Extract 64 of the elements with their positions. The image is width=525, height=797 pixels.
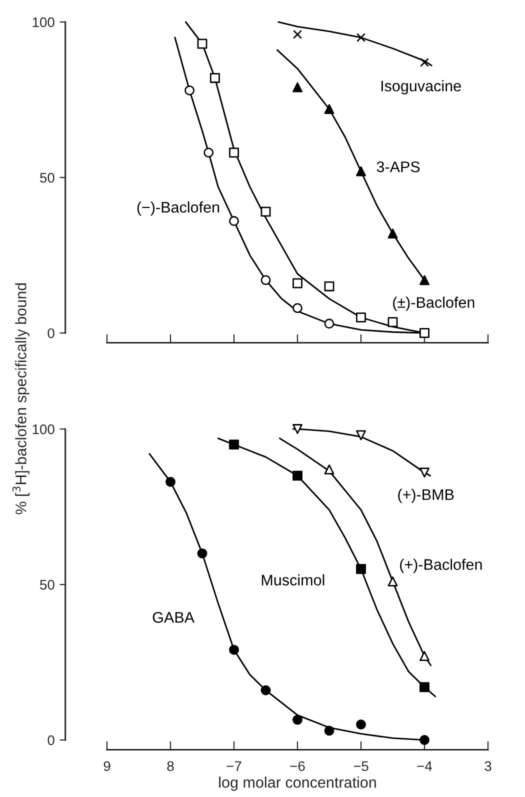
point [356,430,366,440]
point [420,682,430,692]
y-axis-title: % [$^{3}$H]-baclofen specifically bound [12,283,30,514]
point [292,278,302,288]
point [292,714,302,725]
line-series [278,21,432,66]
point [420,468,430,478]
point [292,470,302,481]
x-tick-label: 8 [167,761,174,772]
point [388,228,398,238]
point [292,30,302,39]
point [292,424,302,434]
y-tick-label: 100 [32,424,54,434]
point [356,33,366,42]
point [292,82,302,92]
point [356,312,366,322]
x-tick-label: −5 [354,761,368,772]
point [388,576,398,586]
series-label: 3-APS [376,161,420,172]
point [197,38,208,49]
point [260,206,271,217]
x-tick-label: −6 [290,761,305,772]
point [229,216,239,226]
point [324,281,334,292]
point [260,685,271,696]
y-tick-label: 100 [32,17,54,28]
text: Muscimol [262,574,324,586]
point [197,548,208,558]
point [388,317,398,328]
point [204,148,214,158]
point [324,318,334,329]
series-label: (±)-Baclofen [393,296,474,311]
text: GABA [152,612,195,623]
point [184,85,195,96]
point [420,328,430,338]
point [324,726,334,736]
point [356,166,366,176]
y-tick-label: 0 [48,735,54,746]
x-tick-label: 9 [104,761,110,772]
x-tick-label: −4 [417,761,432,771]
point [356,719,366,730]
point [166,476,176,487]
point [210,73,220,83]
x-tick-label: −7 [226,761,242,771]
series-label: (+)-BMB [398,488,454,503]
point [229,644,239,655]
point [420,651,430,662]
point [420,735,430,745]
y-tick-label: 50 [40,580,54,590]
point [229,148,239,158]
point [260,275,271,286]
point [229,440,239,450]
x-tick-label: 3 [484,761,492,772]
series-label: (+)-Baclofen [400,558,482,573]
series-label: Isoguvacine [381,80,461,94]
point [292,303,302,314]
point [324,464,334,474]
y-tick-label: 0 [48,328,54,338]
x-axis-title: log molar concentration [219,776,376,791]
point [420,275,430,286]
y-tick-label: 50 [40,172,54,183]
point [356,564,366,574]
series-label: (−)-Baclofen [137,201,220,216]
point [324,104,334,114]
